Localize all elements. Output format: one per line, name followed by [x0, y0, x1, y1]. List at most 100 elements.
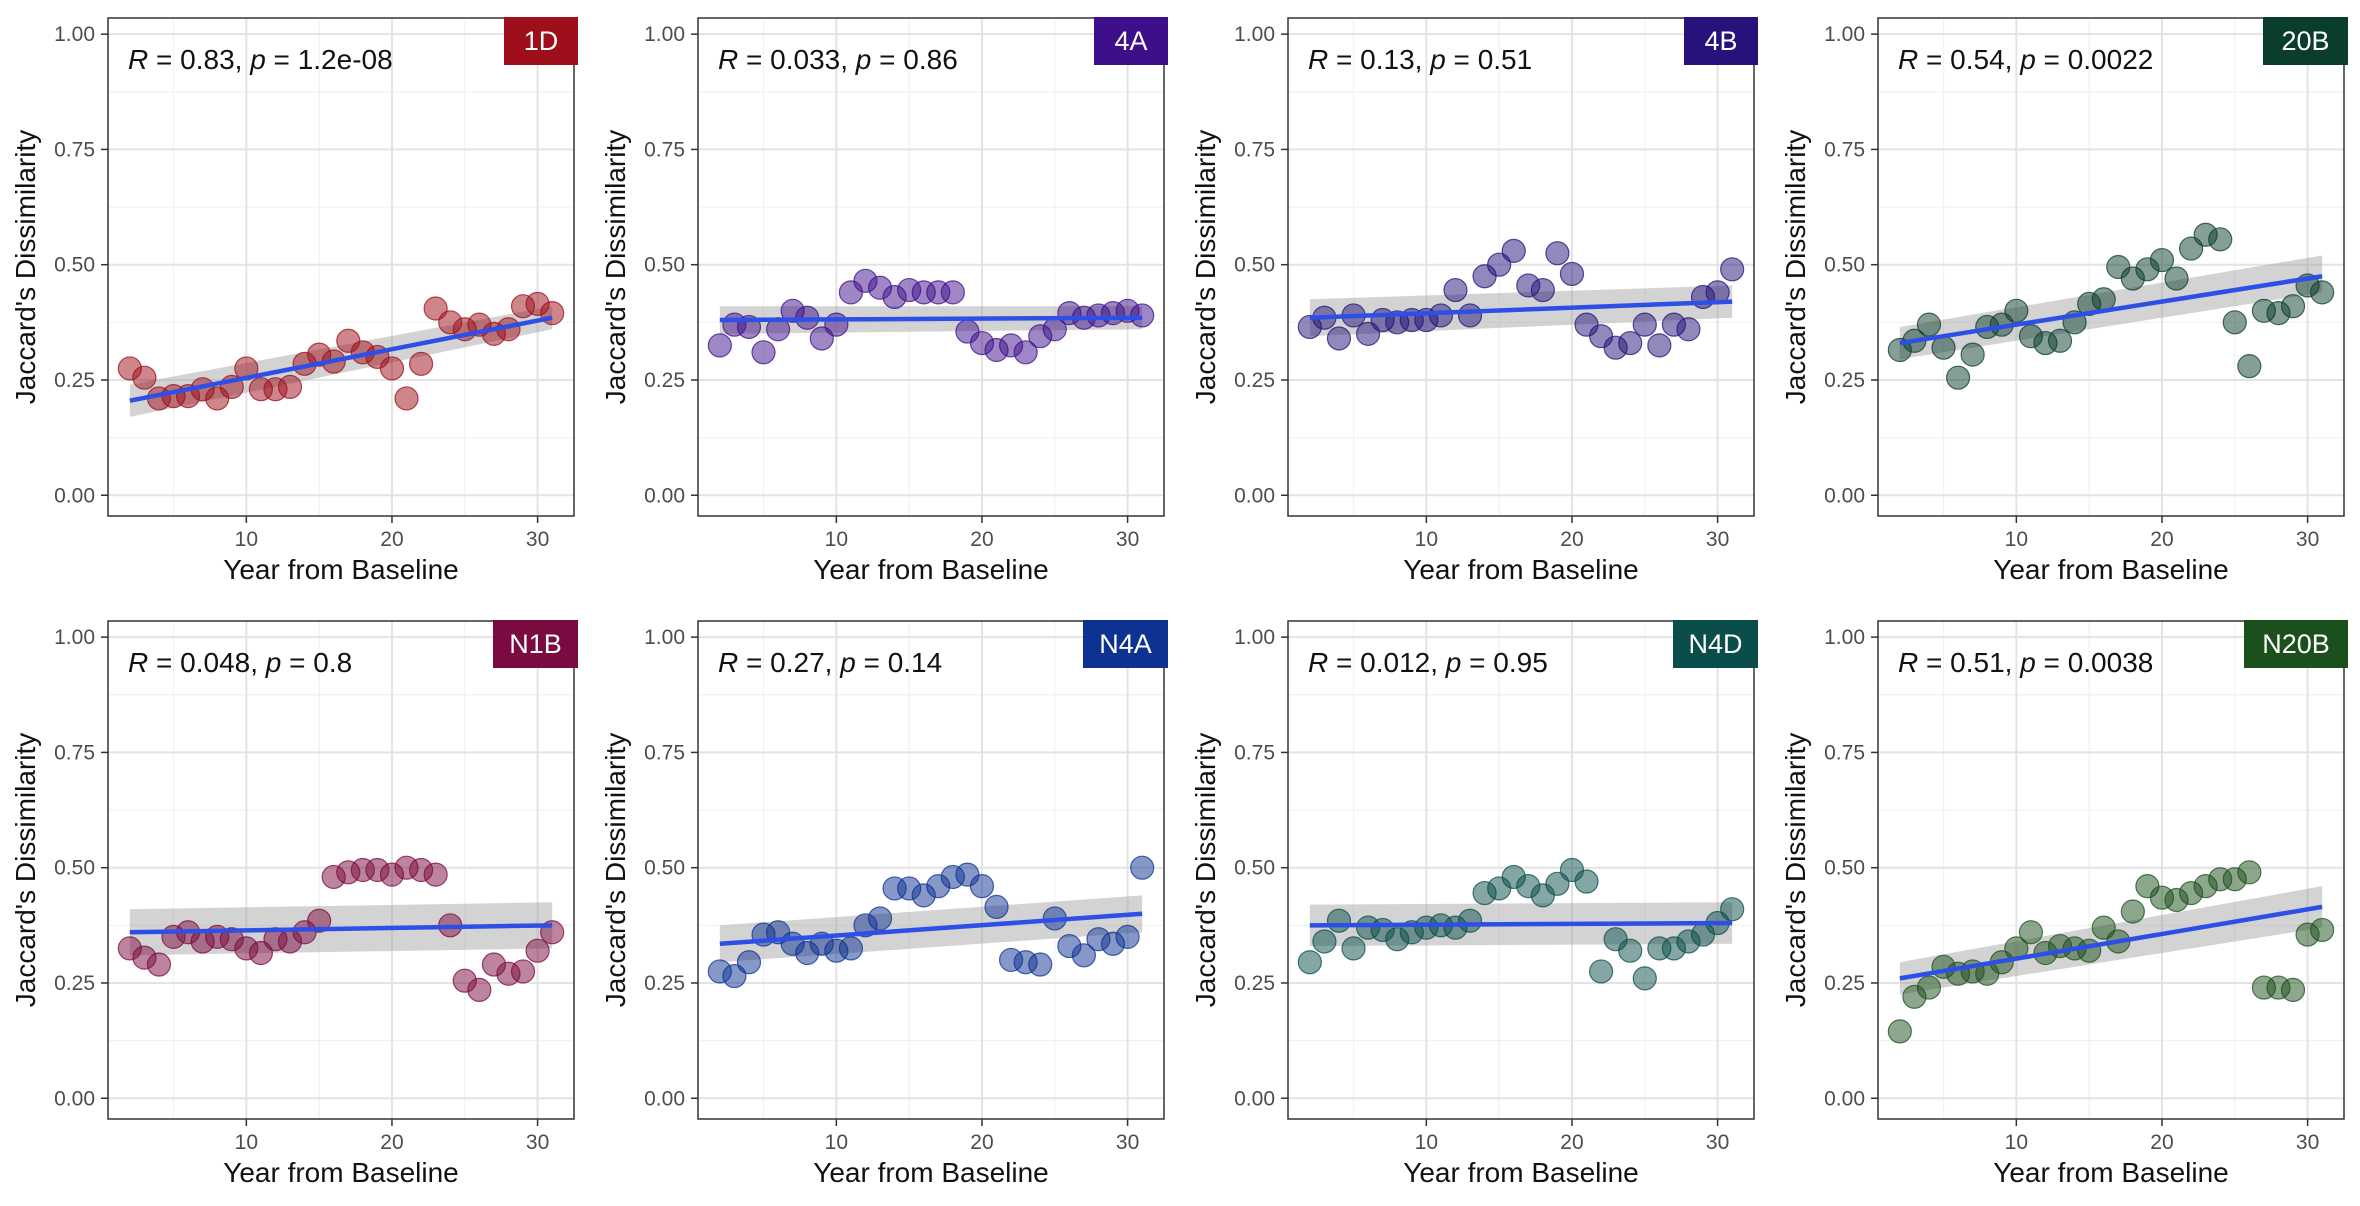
y-tick-label: 0.75	[54, 138, 95, 161]
panel-border	[107, 17, 575, 517]
data-point	[146, 952, 172, 977]
y-tick-label: 0.25	[644, 972, 685, 995]
y-tick-label: 0.25	[1824, 369, 1865, 392]
panel-20b: 20B R = 0.54, p = 0.0022 0.00 0.25 0.50 0.75 1…	[1780, 17, 2348, 585]
regression-line	[719, 911, 1143, 947]
regression-line	[1309, 920, 1733, 928]
data-point	[1326, 326, 1352, 351]
data-point	[277, 374, 303, 399]
data-point	[1559, 261, 1585, 287]
data-point	[1916, 312, 1942, 337]
panel-badge	[1094, 17, 1168, 65]
data-point	[2047, 328, 2073, 353]
data-point	[132, 365, 157, 390]
data-point	[1028, 952, 1053, 977]
grid	[1288, 621, 1754, 1119]
data-point	[984, 894, 1009, 919]
data-point	[2077, 938, 2102, 963]
y-tick-label: 1.00	[644, 23, 685, 46]
data-point	[751, 340, 776, 365]
x-tick-label: 10	[2005, 1131, 2028, 1154]
data-point	[1130, 303, 1155, 328]
x-tick-label: 30	[1706, 1131, 1729, 1154]
x-tick-label: 10	[235, 1131, 258, 1154]
x-tick-label: 20	[2150, 1131, 2173, 1154]
plot-background	[698, 18, 1164, 516]
data-point	[525, 938, 550, 963]
data-point	[1130, 855, 1155, 880]
x-axis-title: Year from Baseline	[223, 554, 459, 585]
y-tick-label: 1.00	[1234, 23, 1275, 46]
data-point	[1457, 303, 1483, 328]
data-point	[838, 936, 864, 961]
y-tick-label: 0.25	[1234, 369, 1275, 392]
y-tick-label: 0.00	[644, 484, 685, 507]
y-tick-label: 1.00	[1824, 626, 1865, 649]
y-tick-label: 0.00	[1234, 484, 1275, 507]
y-tick-label: 1.00	[1824, 23, 1865, 46]
regression-line	[1899, 904, 2323, 981]
data-point	[1632, 312, 1657, 337]
points	[1297, 238, 1745, 360]
data-point	[1457, 908, 1483, 933]
y-tick-label: 0.25	[1824, 972, 1865, 995]
x-tick-label: 10	[825, 1131, 848, 1154]
panel-label: N4D	[1688, 629, 1742, 659]
correlation-annotation: R = 0.012, p = 0.95	[1308, 647, 1548, 678]
x-axis-title: Year from Baseline	[813, 1157, 1049, 1188]
data-point	[2004, 298, 2029, 323]
x-axis-title: Year from Baseline	[1403, 1157, 1639, 1188]
panel-badge	[493, 620, 578, 668]
panel-border	[1287, 620, 1755, 1120]
data-point	[1720, 257, 1745, 282]
correlation-annotation: R = 0.83, p = 1.2e-08	[128, 44, 393, 75]
data-point	[2208, 227, 2233, 252]
y-tick-label: 1.00	[644, 626, 685, 649]
y-tick-label: 0.00	[1234, 1087, 1275, 1110]
x-tick-label: 10	[1415, 1131, 1438, 1154]
y-tick-label: 0.25	[644, 369, 685, 392]
data-point	[1530, 277, 1555, 303]
panel-label: N20B	[2262, 629, 2330, 659]
x-tick-label: 30	[2296, 528, 2319, 551]
plot-background	[698, 621, 1164, 1119]
data-point	[969, 874, 995, 899]
y-tick-label: 0.00	[54, 484, 95, 507]
grid	[108, 18, 574, 516]
data-point	[736, 950, 762, 975]
x-tick-label: 30	[1116, 528, 1139, 551]
y-tick-label: 0.75	[1824, 138, 1865, 161]
x-tick-label: 10	[825, 528, 848, 551]
panel-label: N1B	[509, 629, 562, 659]
data-point	[2164, 266, 2189, 291]
panel-border	[1287, 17, 1755, 517]
correlation-annotation: R = 0.13, p = 0.51	[1308, 44, 1532, 75]
data-point	[1326, 908, 1352, 933]
correlation-annotation: R = 0.033, p = 0.86	[718, 44, 958, 75]
data-point	[2280, 294, 2306, 319]
x-axis-title: Year from Baseline	[223, 1157, 459, 1188]
data-point	[2310, 280, 2335, 305]
y-tick-label: 0.50	[1824, 254, 1865, 277]
y-tick-label: 0.50	[1234, 254, 1275, 277]
x-axis-title: Year from Baseline	[813, 554, 1049, 585]
regression-line	[1309, 299, 1733, 320]
data-point	[1720, 897, 1745, 922]
data-point	[2018, 920, 2044, 945]
panel-border	[107, 620, 575, 1120]
y-tick-label: 0.50	[54, 857, 95, 880]
data-point	[1115, 924, 1140, 949]
grid	[1878, 18, 2344, 516]
y-tick-label: 0.75	[1824, 741, 1865, 764]
y-axis-title: Jaccard's Dissimilarity	[10, 733, 41, 1008]
x-tick-label: 30	[526, 528, 549, 551]
x-axis-title: Year from Baseline	[1993, 554, 2229, 585]
data-point	[824, 312, 849, 337]
panel-n1b: N1B R = 0.048, p = 0.8 0.00 0.25 0.50 0.75 1.0…	[10, 620, 578, 1188]
data-point	[1632, 966, 1657, 991]
data-point	[2149, 247, 2175, 273]
data-point	[1676, 317, 1701, 342]
y-tick-label: 0.75	[1234, 741, 1275, 764]
data-point	[1341, 936, 1366, 961]
y-tick-label: 0.25	[54, 369, 95, 392]
